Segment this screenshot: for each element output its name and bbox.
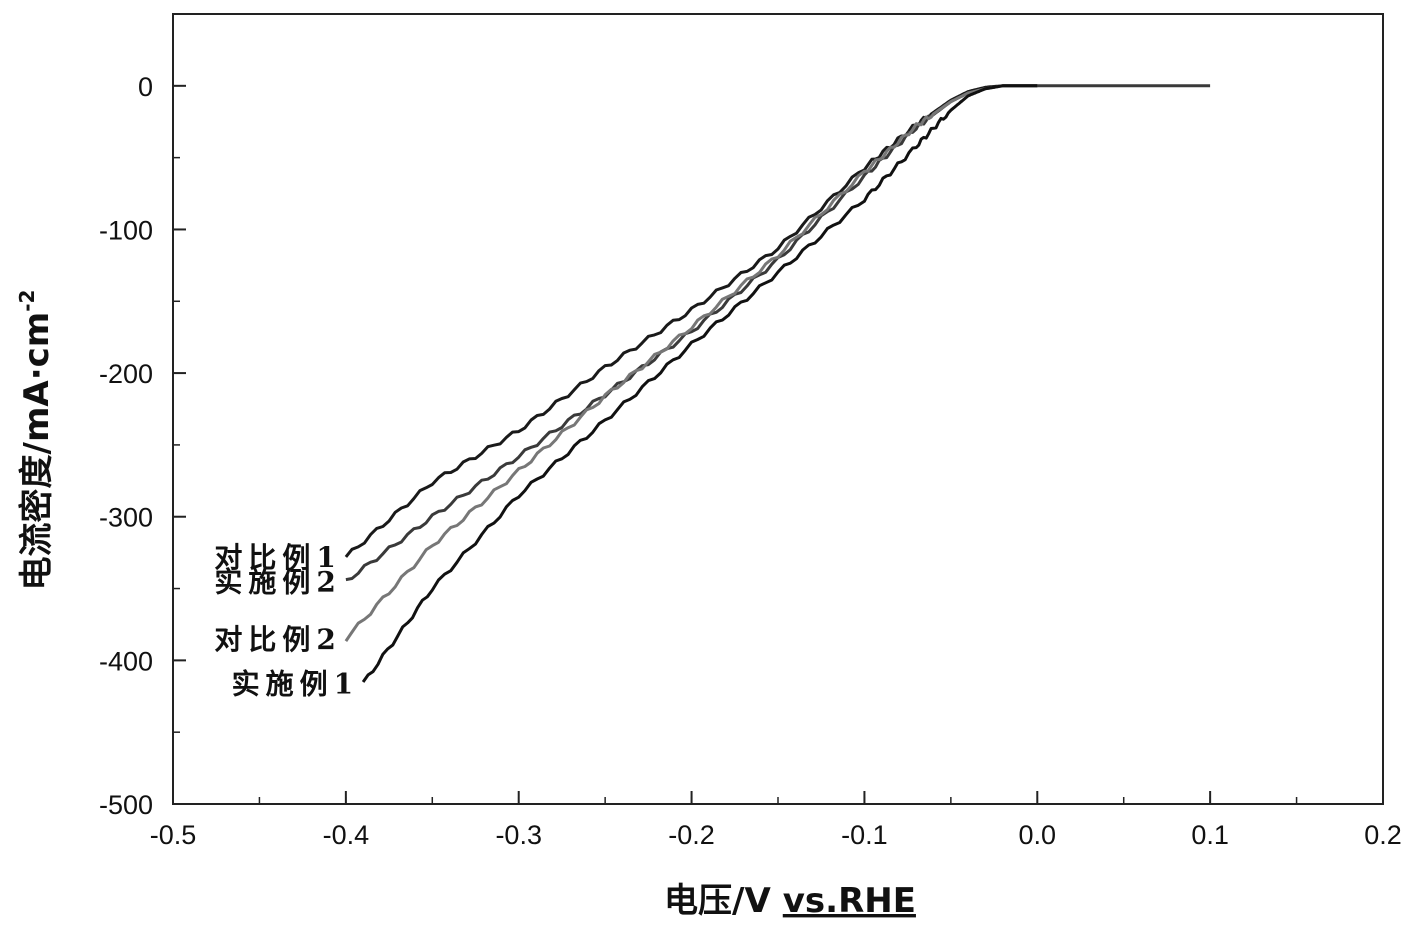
series-label: 实施例2 (214, 565, 341, 598)
x-axis-title-suffix: vs.RHE (783, 881, 916, 921)
y-axis-ticks: 0 -100 -200 -300 -400 -500 (99, 13, 186, 820)
y-axis-title-superscript: -2 (15, 290, 39, 312)
y-tick-label: -100 (99, 215, 153, 245)
x-tick-label: -0.2 (668, 820, 715, 850)
x-axis-title: 电压/V vs.RHE (664, 881, 916, 921)
x-axis-title-main: 电压/V (664, 881, 771, 921)
x-tick-label: 0.0 (1019, 820, 1057, 850)
x-tick-label: 0.1 (1191, 820, 1229, 850)
x-axis-ticks: -0.5 -0.4 -0.3 -0.2 -0.1 0.0 0.1 0.2 (150, 791, 1402, 850)
y-tick-label: -300 (99, 503, 153, 533)
series-layer (344, 84, 1211, 683)
y-axis-title-main: 电流密度/mA·cm (17, 312, 57, 591)
y-tick-label: -200 (99, 359, 153, 389)
x-tick-label: -0.4 (323, 820, 370, 850)
series-label: 实施例1 (232, 667, 359, 700)
y-tick-label: -500 (99, 790, 153, 820)
x-tick-label: -0.1 (841, 820, 888, 850)
y-axis-title: 电流密度/mA·cm-2 (15, 290, 57, 591)
y-tick-label: 0 (138, 72, 153, 102)
y-tick-label: -400 (99, 646, 153, 676)
series-line (344, 84, 1038, 558)
series-label: 对比例1 (214, 541, 341, 574)
x-tick-label: -0.3 (495, 820, 542, 850)
x-tick-label: 0.2 (1364, 820, 1402, 850)
x-tick-label: -0.5 (150, 820, 197, 850)
series-line (361, 84, 1038, 683)
series-line (344, 84, 1038, 642)
series-label: 对比例2 (214, 623, 341, 656)
